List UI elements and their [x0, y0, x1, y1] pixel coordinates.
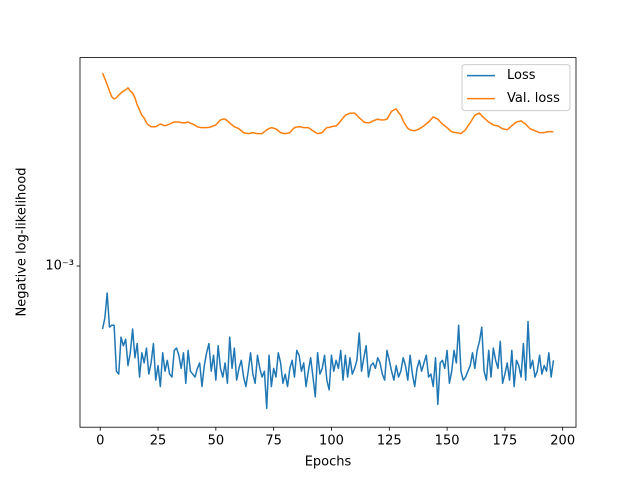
x-tick-label: 50	[208, 434, 225, 449]
legend-label: Loss	[507, 68, 536, 83]
x-tick-label: 100	[319, 434, 344, 449]
x-tick-label: 25	[150, 434, 167, 449]
x-tick-label: 175	[492, 434, 517, 449]
x-tick-label: 125	[377, 434, 402, 449]
legend-label: Val. loss	[507, 91, 560, 106]
plot-frame	[79, 57, 577, 428]
data-line	[101, 292, 555, 410]
data-line	[101, 72, 554, 135]
y-axis-label: Negative log-likelihood	[15, 168, 30, 317]
x-tick-label: 150	[435, 434, 460, 449]
x-tick-label: 75	[265, 434, 282, 449]
y-tick-label: 10⁻³	[45, 258, 74, 273]
x-tick-label: 200	[550, 434, 575, 449]
x-tick-label: 0	[96, 434, 104, 449]
x-axis-label: Epochs	[305, 455, 352, 470]
